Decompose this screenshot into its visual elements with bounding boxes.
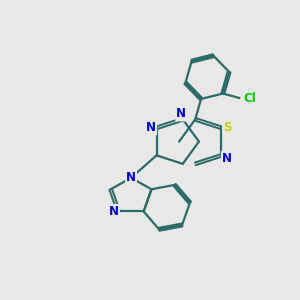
Text: S: S xyxy=(223,121,232,134)
Text: N: N xyxy=(222,152,232,165)
Text: N: N xyxy=(146,121,156,134)
Text: N: N xyxy=(176,107,186,120)
Text: N: N xyxy=(109,205,119,218)
Text: N: N xyxy=(126,171,136,184)
Text: Cl: Cl xyxy=(243,92,256,104)
